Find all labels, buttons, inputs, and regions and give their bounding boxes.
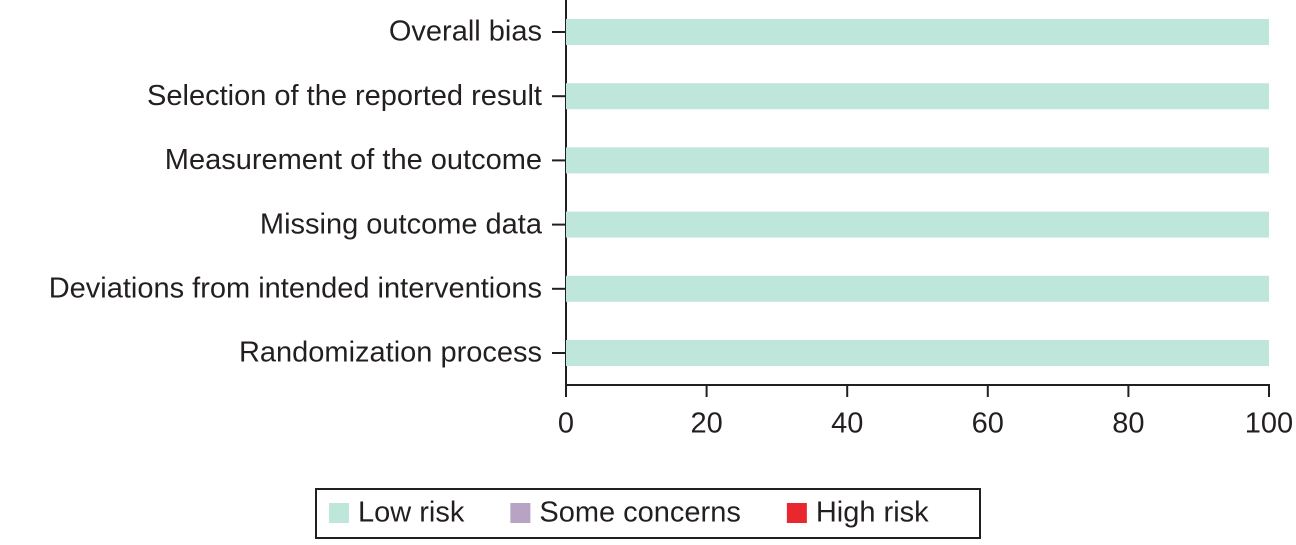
bar-segment (566, 83, 1269, 110)
x-tick-label: 80 (1112, 408, 1144, 440)
x-tick-label: 100 (1245, 408, 1293, 440)
y-tick-label: Deviations from intended interventions (49, 272, 542, 304)
legend-label: High risk (816, 497, 929, 529)
bar-segment (566, 19, 1269, 45)
x-tick-label: 40 (831, 408, 863, 440)
bar-segment (566, 275, 1269, 302)
legend-swatch (786, 503, 807, 523)
bar-segment (566, 147, 1269, 174)
y-tick-label: Missing outcome data (260, 208, 543, 240)
legend-label: Low risk (358, 497, 465, 529)
legend-swatch (510, 503, 531, 523)
y-tick-label: Measurement of the outcome (165, 144, 542, 176)
y-tick-label: Overall bias (389, 16, 542, 48)
bar-segment (566, 340, 1269, 366)
bar-segment (566, 211, 1269, 238)
y-tick-label: Randomization process (239, 337, 542, 369)
x-tick-label: 20 (690, 408, 722, 440)
legend-swatch (329, 503, 349, 523)
x-tick-label: 0 (558, 408, 574, 440)
y-tick-label: Selection of the reported result (147, 80, 542, 112)
x-tick-label: 60 (972, 408, 1004, 440)
legend-label: Some concerns (539, 497, 741, 529)
legend-box (315, 488, 981, 539)
